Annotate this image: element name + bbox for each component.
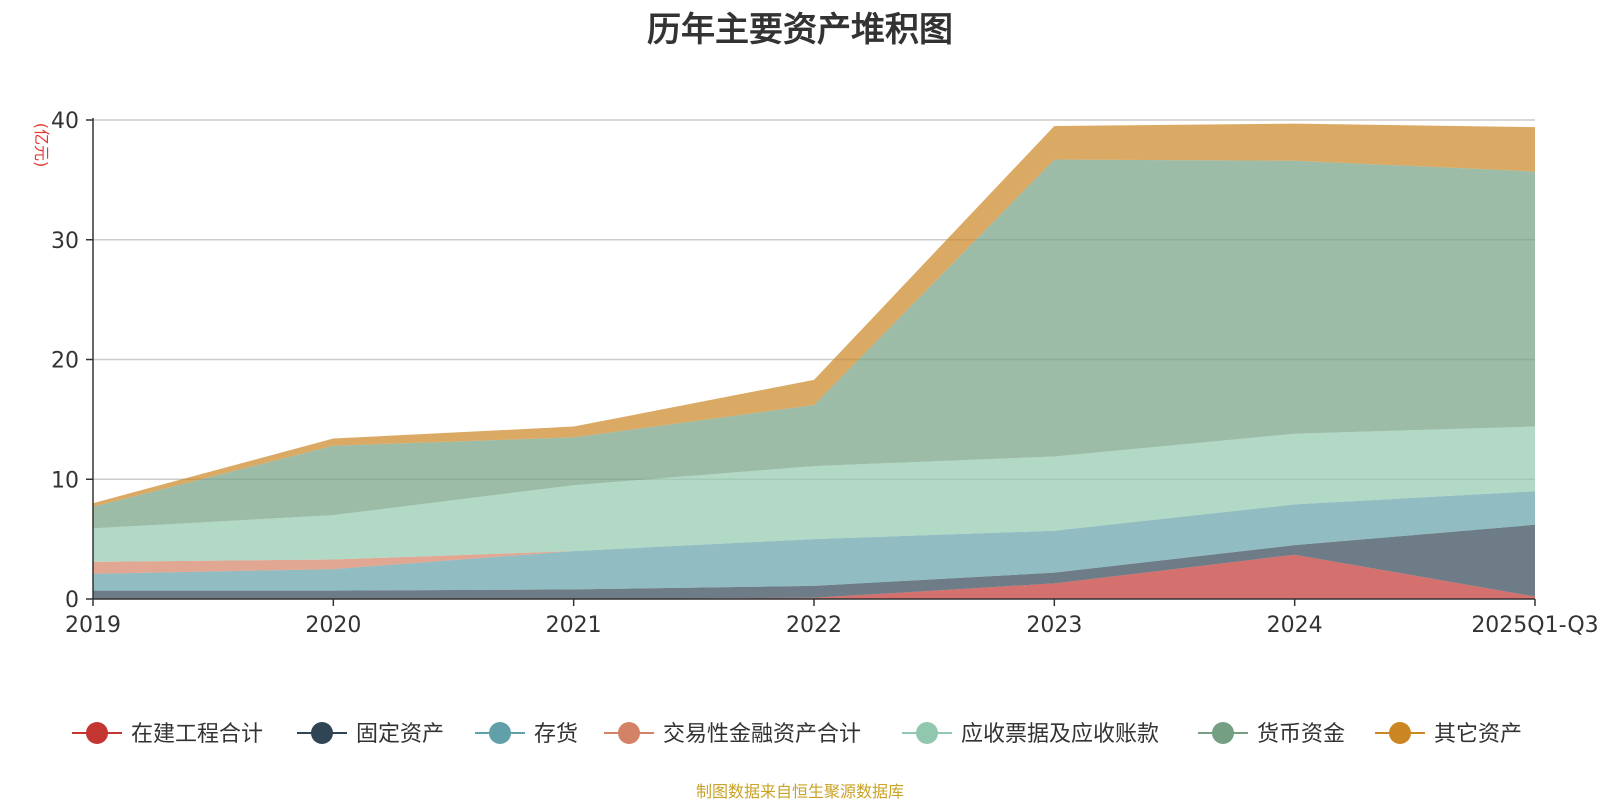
legend-label: 固定资产 bbox=[356, 722, 444, 747]
legend-marker bbox=[618, 722, 640, 744]
x-tick-label: 2022 bbox=[786, 613, 842, 638]
legend-item-4[interactable]: 应收票据及应收账款 bbox=[902, 722, 1159, 747]
legend-label: 存货 bbox=[534, 722, 578, 747]
y-tick-label: 0 bbox=[65, 588, 79, 613]
y-axis-unit-label: (亿元) bbox=[32, 123, 51, 168]
x-tick-label: 2019 bbox=[65, 613, 121, 638]
legend-marker bbox=[86, 722, 108, 744]
legend-item-1[interactable]: 固定资产 bbox=[297, 722, 444, 747]
area-series-2[interactable] bbox=[93, 491, 1535, 591]
legend-label: 交易性金融资产合计 bbox=[663, 722, 861, 747]
legend-item-6[interactable]: 其它资产 bbox=[1375, 722, 1522, 747]
legend-item-5[interactable]: 货币资金 bbox=[1198, 722, 1345, 747]
area-series-6[interactable] bbox=[93, 123, 1535, 507]
axes: 0 10 20 30 40 2019 2020 2021 2022 2023 2024 2025Q1-… bbox=[51, 109, 1599, 638]
legend-label: 货币资金 bbox=[1257, 722, 1345, 747]
legend-label: 应收票据及应收账款 bbox=[961, 722, 1159, 747]
legend-label: 其它资产 bbox=[1434, 722, 1522, 747]
x-tick-label: 2025Q1-Q3 bbox=[1471, 613, 1598, 638]
area-series-0[interactable] bbox=[93, 554, 1535, 599]
y-tick-label: 10 bbox=[51, 468, 79, 493]
area-series bbox=[93, 123, 1535, 599]
area-series-4[interactable] bbox=[93, 426, 1535, 562]
legend-label: 在建工程合计 bbox=[131, 722, 263, 747]
y-tick-label: 40 bbox=[51, 109, 79, 134]
legend-marker bbox=[1212, 722, 1234, 744]
legend-marker bbox=[311, 722, 333, 744]
legend-item-2[interactable]: 存货 bbox=[475, 722, 578, 747]
y-tick-label: 30 bbox=[51, 229, 79, 254]
x-tick-label: 2024 bbox=[1267, 613, 1323, 638]
legend-item-3[interactable]: 交易性金融资产合计 bbox=[604, 722, 861, 747]
legend: 在建工程合计 固定资产 存货 交易性金融资产合计 应收票据及应收账款 货币资金 其它资产 bbox=[72, 722, 1522, 747]
legend-marker bbox=[1389, 722, 1411, 744]
legend-marker bbox=[489, 722, 511, 744]
legend-marker bbox=[916, 722, 938, 744]
chart-title: 历年主要资产堆积图 bbox=[647, 10, 953, 50]
x-tick-label: 2023 bbox=[1026, 613, 1082, 638]
x-tick-label: 2021 bbox=[546, 613, 602, 638]
y-tick-label: 20 bbox=[51, 349, 79, 374]
x-tick-label: 2020 bbox=[305, 613, 361, 638]
area-series-1[interactable] bbox=[93, 524, 1535, 599]
legend-item-0[interactable]: 在建工程合计 bbox=[72, 722, 263, 747]
source-note: 制图数据来自恒生聚源数据库 bbox=[695, 782, 904, 801]
area-series-3[interactable] bbox=[93, 491, 1535, 574]
area-series-5[interactable] bbox=[93, 159, 1535, 529]
